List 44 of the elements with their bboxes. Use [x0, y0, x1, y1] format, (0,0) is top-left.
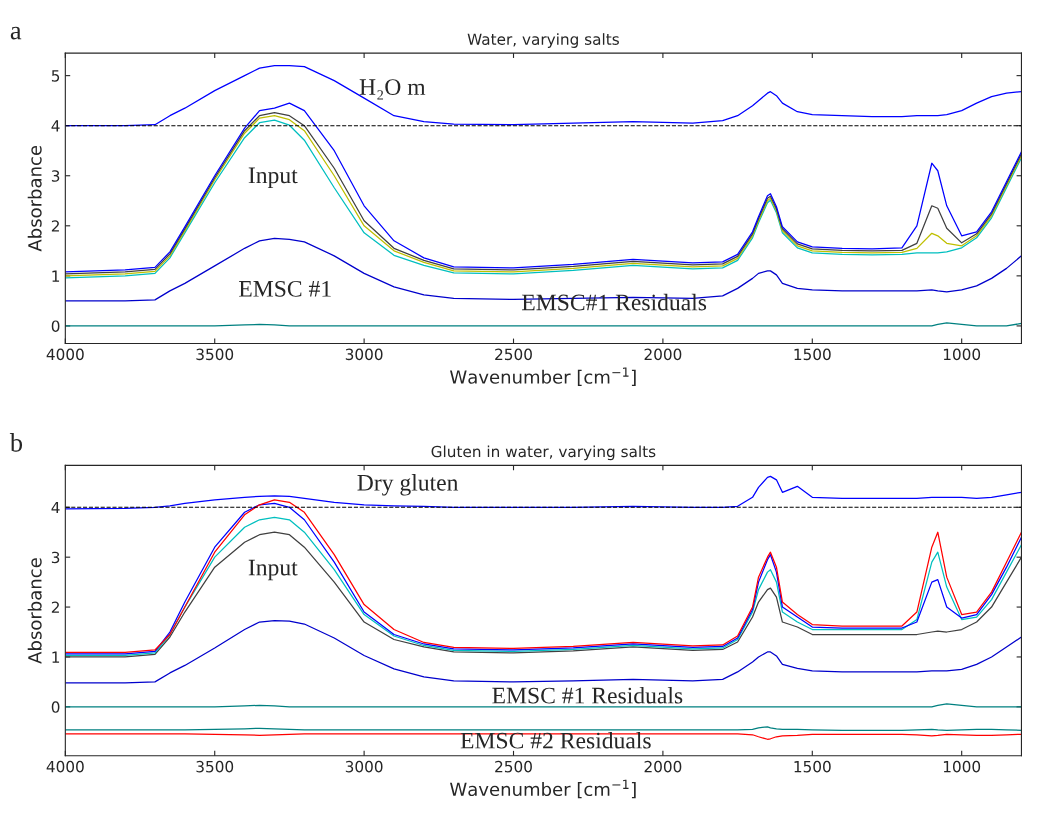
x-tick-label: 1000 — [943, 760, 981, 773]
x-tick-label: 1000 — [943, 348, 981, 361]
y-tick-label: 3 — [51, 551, 60, 564]
annotation: Dry gluten — [357, 474, 459, 496]
x-tick-label: 3500 — [196, 760, 234, 773]
x-tick-label: 4000 — [46, 348, 84, 361]
line-series — [65, 475, 1022, 510]
x-tick-label: 2000 — [644, 348, 682, 361]
y-tick-label: 2 — [51, 601, 59, 613]
x-tick-label: 3000 — [345, 348, 383, 361]
x-tick-label: 3500 — [196, 348, 234, 361]
y-tick-label: 5 — [51, 70, 60, 82]
annotation: EMSC #1 Residuals — [492, 686, 683, 704]
x-tick-label: 1500 — [794, 760, 831, 773]
y-axis-title: Absorbance — [27, 558, 42, 664]
annotation: H₂O m — [359, 79, 426, 100]
annotation: EMSC #2 Residuals — [460, 731, 651, 749]
text: b — [9, 433, 23, 452]
x-axis-title: Wavenumber [cm$^{−1}$] — [450, 779, 636, 799]
annotation: Input — [248, 167, 298, 189]
line-series — [65, 619, 1022, 684]
x-tick-label: 4000 — [46, 760, 84, 773]
y-tick-label: 3 — [51, 170, 60, 182]
y-tick-label: 4 — [51, 120, 60, 132]
annotation: EMSC#1 Residuals — [522, 293, 707, 311]
y-tick-label: 0 — [51, 320, 60, 332]
y-tick-label: 1 — [52, 270, 60, 282]
chart-title: Water, varying salts — [467, 33, 619, 48]
annotation: EMSC #1 — [239, 280, 331, 297]
x-tick-label: 3000 — [345, 760, 383, 773]
text: a — [10, 26, 22, 40]
y-tick-label: 4 — [51, 501, 60, 514]
x-tick-label: 2500 — [495, 760, 532, 773]
x-tick-label: 1500 — [794, 348, 831, 361]
y-tick-label: 2 — [51, 220, 59, 232]
y-axis-title: Absorbance — [27, 145, 42, 252]
line-series — [65, 64, 1022, 127]
y-tick-label: 1 — [52, 651, 60, 663]
chart-title: Gluten in water, varying salts — [431, 445, 656, 461]
y-tick-label: 0 — [51, 701, 60, 713]
x-axis-title: Wavenumber [cm$^{−1}$] — [450, 367, 636, 386]
x-tick-label: 2500 — [495, 348, 532, 361]
x-tick-label: 2000 — [644, 760, 682, 773]
annotation: Input — [248, 559, 298, 581]
